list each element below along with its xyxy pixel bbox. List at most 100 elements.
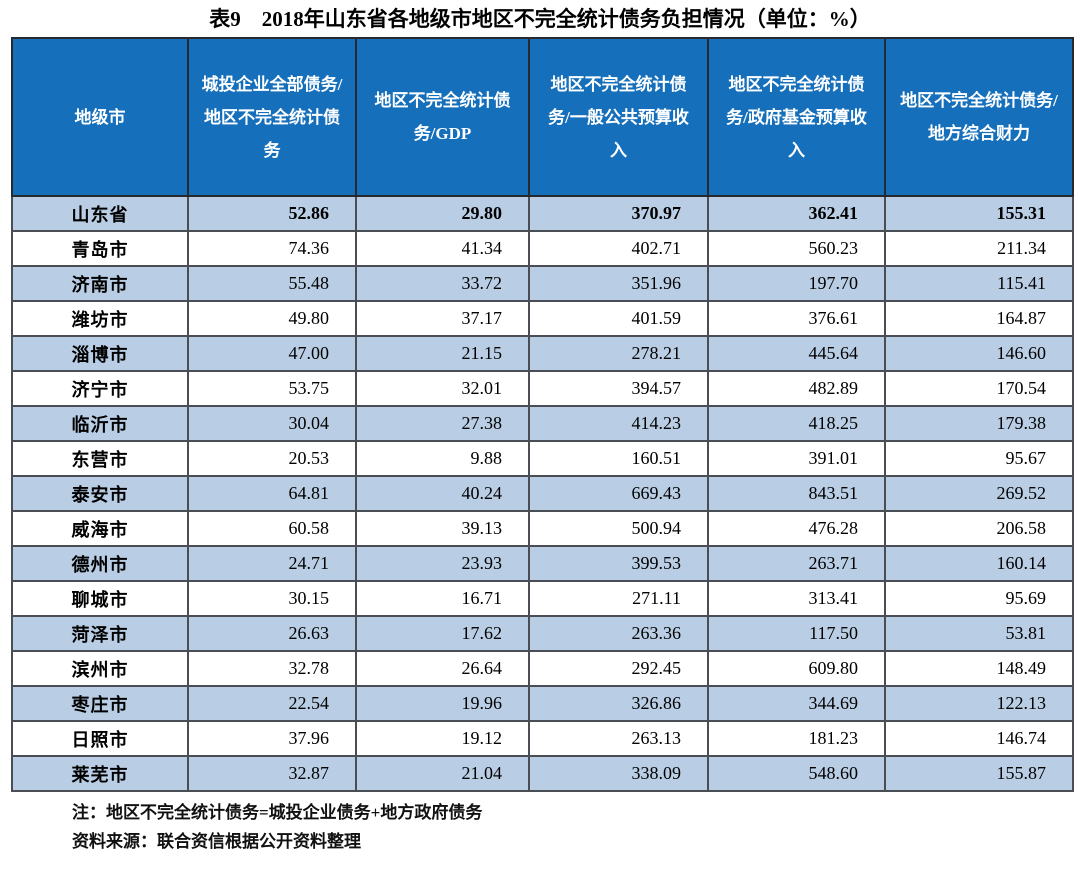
value-cell: 32.01 — [355, 370, 530, 407]
value-cell: 370.97 — [528, 195, 709, 232]
value-cell: 179.38 — [884, 405, 1074, 442]
value-cell: 19.12 — [355, 720, 530, 757]
value-cell: 445.64 — [707, 335, 886, 372]
table-row: 德州市 24.71 23.93 399.53 263.71 160.14 — [11, 545, 1074, 582]
value-cell: 197.70 — [707, 265, 886, 302]
value-cell: 263.36 — [528, 615, 709, 652]
region-cell: 济南市 — [11, 265, 189, 302]
value-cell: 19.96 — [355, 685, 530, 722]
value-cell: 49.80 — [187, 300, 357, 337]
table-row: 莱芜市 32.87 21.04 338.09 548.60 155.87 — [11, 755, 1074, 792]
value-cell: 64.81 — [187, 475, 357, 512]
value-cell: 40.24 — [355, 475, 530, 512]
value-cell: 39.13 — [355, 510, 530, 547]
region-cell: 山东省 — [11, 195, 189, 232]
value-cell: 160.14 — [884, 545, 1074, 582]
table-title: 表9 2018年山东省各地级市地区不完全统计债务负担情况（单位：%） — [209, 7, 871, 31]
value-cell: 20.53 — [187, 440, 357, 477]
table-body: 山东省 52.86 29.80 370.97 362.41 155.31 青岛市 74.36 4… — [11, 195, 1074, 792]
note-definition: 注：地区不完全统计债务=城投企业债务+地方政府债务 — [72, 803, 483, 822]
value-cell: 482.89 — [707, 370, 886, 407]
region-cell: 威海市 — [11, 510, 189, 547]
table-row: 泰安市 64.81 40.24 669.43 843.51 269.52 — [11, 475, 1074, 512]
value-cell: 32.87 — [187, 755, 357, 792]
value-cell: 669.43 — [528, 475, 709, 512]
value-cell: 30.15 — [187, 580, 357, 617]
value-cell: 47.00 — [187, 335, 357, 372]
value-cell: 399.53 — [528, 545, 709, 582]
value-cell: 60.58 — [187, 510, 357, 547]
region-cell: 德州市 — [11, 545, 189, 582]
value-cell: 22.54 — [187, 685, 357, 722]
table-row: 济宁市 53.75 32.01 394.57 482.89 170.54 — [11, 370, 1074, 407]
table-row: 临沂市 30.04 27.38 414.23 418.25 179.38 — [11, 405, 1074, 442]
region-cell: 枣庄市 — [11, 685, 189, 722]
column-header: 地区不完全统计债务/一般公共预算收入 — [528, 37, 709, 197]
region-cell: 青岛市 — [11, 230, 189, 267]
value-cell: 548.60 — [707, 755, 886, 792]
value-cell: 313.41 — [707, 580, 886, 617]
value-cell: 32.78 — [187, 650, 357, 687]
table-row: 枣庄市 22.54 19.96 326.86 344.69 122.13 — [11, 685, 1074, 722]
value-cell: 394.57 — [528, 370, 709, 407]
value-cell: 160.51 — [528, 440, 709, 477]
value-cell: 164.87 — [884, 300, 1074, 337]
value-cell: 211.34 — [884, 230, 1074, 267]
table-row: 聊城市 30.15 16.71 271.11 313.41 95.69 — [11, 580, 1074, 617]
value-cell: 609.80 — [707, 650, 886, 687]
value-cell: 206.58 — [884, 510, 1074, 547]
header-row: 地级市 城投企业全部债务/地区不完全统计债务 地区不完全统计债务/GDP 地区不完全统… — [11, 37, 1074, 197]
value-cell: 560.23 — [707, 230, 886, 267]
value-cell: 146.74 — [884, 720, 1074, 757]
value-cell: 351.96 — [528, 265, 709, 302]
value-cell: 55.48 — [187, 265, 357, 302]
region-cell: 菏泽市 — [11, 615, 189, 652]
value-cell: 122.13 — [884, 685, 1074, 722]
region-cell: 临沂市 — [11, 405, 189, 442]
value-cell: 74.36 — [187, 230, 357, 267]
value-cell: 21.15 — [355, 335, 530, 372]
table-row: 济南市 55.48 33.72 351.96 197.70 115.41 — [11, 265, 1074, 302]
value-cell: 21.04 — [355, 755, 530, 792]
value-cell: 476.28 — [707, 510, 886, 547]
value-cell: 26.63 — [187, 615, 357, 652]
region-cell: 日照市 — [11, 720, 189, 757]
value-cell: 278.21 — [528, 335, 709, 372]
region-cell: 聊城市 — [11, 580, 189, 617]
region-cell: 泰安市 — [11, 475, 189, 512]
value-cell: 33.72 — [355, 265, 530, 302]
value-cell: 9.88 — [355, 440, 530, 477]
region-cell: 淄博市 — [11, 335, 189, 372]
table-header: 地级市 城投企业全部债务/地区不完全统计债务 地区不完全统计债务/GDP 地区不完全统… — [11, 37, 1074, 197]
value-cell: 16.71 — [355, 580, 530, 617]
note-source: 资料来源：联合资信根据公开资料整理 — [72, 832, 361, 851]
table-row: 威海市 60.58 39.13 500.94 476.28 206.58 — [11, 510, 1074, 547]
value-cell: 26.64 — [355, 650, 530, 687]
value-cell: 115.41 — [884, 265, 1074, 302]
value-cell: 391.01 — [707, 440, 886, 477]
region-cell: 滨州市 — [11, 650, 189, 687]
column-header: 城投企业全部债务/地区不完全统计债务 — [187, 37, 357, 197]
value-cell: 27.38 — [355, 405, 530, 442]
value-cell: 155.31 — [884, 195, 1074, 232]
region-cell: 济宁市 — [11, 370, 189, 407]
value-cell: 181.23 — [707, 720, 886, 757]
table-notes: 注：地区不完全统计债务=城投企业债务+地方政府债务 资料来源：联合资信根据公开资… — [72, 798, 1080, 856]
table-row: 东营市 20.53 9.88 160.51 391.01 95.67 — [11, 440, 1074, 477]
value-cell: 376.61 — [707, 300, 886, 337]
value-cell: 292.45 — [528, 650, 709, 687]
value-cell: 17.62 — [355, 615, 530, 652]
value-cell: 263.71 — [707, 545, 886, 582]
value-cell: 414.23 — [528, 405, 709, 442]
table-row: 日照市 37.96 19.12 263.13 181.23 146.74 — [11, 720, 1074, 757]
value-cell: 37.17 — [355, 300, 530, 337]
value-cell: 53.75 — [187, 370, 357, 407]
value-cell: 117.50 — [707, 615, 886, 652]
value-cell: 362.41 — [707, 195, 886, 232]
table-row: 淄博市 47.00 21.15 278.21 445.64 146.60 — [11, 335, 1074, 372]
value-cell: 24.71 — [187, 545, 357, 582]
value-cell: 269.52 — [884, 475, 1074, 512]
value-cell: 30.04 — [187, 405, 357, 442]
region-cell: 潍坊市 — [11, 300, 189, 337]
